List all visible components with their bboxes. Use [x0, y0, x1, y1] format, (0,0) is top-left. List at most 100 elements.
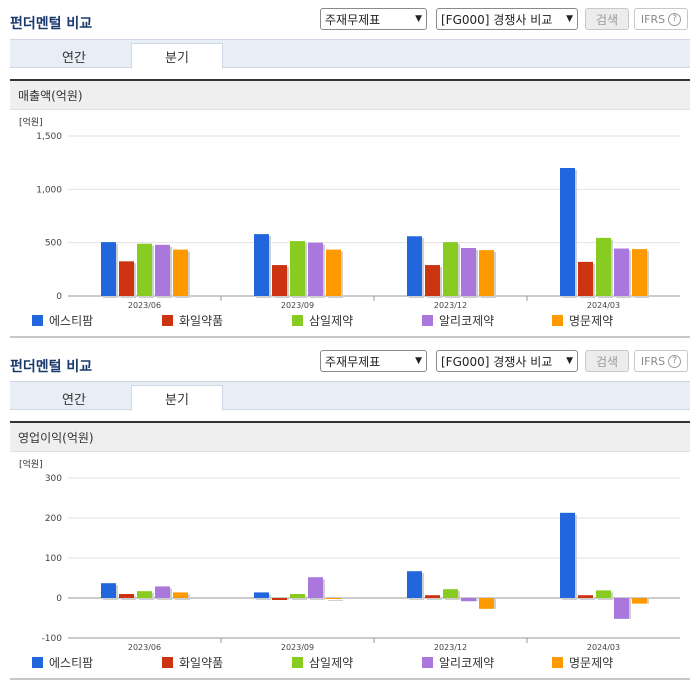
section-title: 펀더멘털 비교 [10, 16, 93, 32]
compare-group-select[interactable]: [FG000] 경쟁사 비교 ▼ [436, 350, 578, 372]
legend-label: 에스티팜 [49, 314, 94, 328]
bar-2023-06-s0 [101, 583, 116, 598]
bar-2023-09-s3 [308, 577, 323, 598]
period-tabs: 연간 분기 [10, 39, 690, 69]
bar-2023-06-s2 [137, 591, 152, 598]
y-tick-label: 0 [56, 594, 62, 604]
bar-2023-09-s2 [290, 594, 305, 598]
legend-swatch [422, 657, 433, 668]
statement-type-select[interactable]: 주재무제표 ▼ [320, 350, 427, 372]
help-icon: ? [668, 354, 682, 368]
y-tick-label: -100 [42, 634, 63, 644]
legend-label: 명문제약 [569, 656, 614, 670]
section-title: 펀더멘털 비교 [10, 359, 93, 375]
y-tick-label: 200 [45, 514, 62, 524]
tab-quarterly[interactable]: 분기 [131, 385, 223, 411]
operating-profit-chart-svg: [억원] -100 0 100 200 300 2023/06 2023/09 2023/12 2… [19, 458, 680, 652]
legend-item[interactable]: 명문제약 [552, 312, 613, 329]
bar-2023-06-s4 [173, 592, 188, 598]
legend-item[interactable]: 알리코제약 [422, 654, 494, 671]
chart-legend: 에스티팜 화일약품 삼일제약 알리코제약 명문제약 [10, 654, 690, 672]
compare-group-value: [FG000] 경쟁사 비교 [441, 12, 553, 27]
legend-item[interactable]: 에스티팜 [32, 654, 93, 671]
legend-swatch [32, 657, 43, 668]
operating-profit-chart: [억원] -100 0 100 200 300 2023/06 2023/09 2023/12 2… [10, 454, 690, 652]
chart-legend: 에스티팜 화일약품 삼일제약 알리코제약 명문제약 [10, 312, 690, 330]
ifrs-label: IFRS [640, 354, 666, 368]
bar-2023-09-s2 [290, 241, 305, 296]
legend-swatch [162, 657, 173, 668]
y-unit-label: [억원] [19, 458, 43, 470]
revenue-chart-svg: [억원] 0 500 1,000 1,500 2023/06 2023/09 2023/12 2… [19, 116, 680, 310]
bar-2023-06-s0 [101, 242, 116, 296]
bar-2023-06-s2 [137, 243, 152, 296]
bar-2024-03-s3 [614, 248, 629, 296]
x-tick-label: 2023/06 [128, 301, 161, 310]
search-button[interactable]: 검색 [585, 8, 629, 30]
legend-item[interactable]: 삼일제약 [292, 654, 353, 671]
chevron-down-icon: ▼ [415, 356, 422, 366]
x-tick-label: 2023/12 [434, 301, 467, 310]
bar-2023-06-s4 [173, 249, 188, 296]
bar-2023-12-s4 [479, 598, 494, 609]
ifrs-label: IFRS [640, 12, 666, 26]
revenue-chart: [억원] 0 500 1,000 1,500 2023/06 2023/09 2023/12 2… [10, 112, 690, 310]
bar-2024-03-s0 [560, 168, 575, 296]
compare-group-value: [FG000] 경쟁사 비교 [441, 354, 553, 369]
legend-label: 명문제약 [569, 314, 614, 328]
bar-2023-09-s3 [308, 242, 323, 296]
y-tick-label: 500 [45, 239, 62, 249]
legend-item[interactable]: 화일약품 [162, 654, 223, 671]
bar-2024-03-s1 [578, 261, 593, 296]
y-tick-label: 1,500 [36, 132, 62, 142]
ifrs-help-button[interactable]: IFRS ? [634, 350, 688, 372]
legend-swatch [292, 657, 303, 668]
legend-swatch [422, 315, 433, 326]
bar-2023-09-s4 [326, 249, 341, 296]
bar-2023-09-s0 [254, 592, 269, 598]
compare-group-select[interactable]: [FG000] 경쟁사 비교 ▼ [436, 8, 578, 30]
y-tick-label: 300 [45, 474, 62, 484]
bar-2023-09-s1 [272, 598, 287, 600]
x-tick-label: 2023/12 [434, 643, 467, 652]
legend-item[interactable]: 에스티팜 [32, 312, 93, 329]
legend-swatch [552, 657, 563, 668]
legend-item[interactable]: 알리코제약 [422, 312, 494, 329]
bar-2023-06-s3 [155, 244, 170, 296]
legend-label: 알리코제약 [439, 656, 495, 670]
y-unit-label: [억원] [19, 116, 43, 128]
bar-2024-03-s3 [614, 598, 629, 619]
y-tick-label: 100 [45, 554, 62, 564]
bar-shadow [580, 597, 595, 600]
ifrs-help-button[interactable]: IFRS ? [634, 8, 688, 30]
tab-annual[interactable]: 연간 [62, 392, 86, 408]
legend-swatch [292, 315, 303, 326]
tab-quarterly[interactable]: 분기 [131, 43, 223, 69]
bar-2023-12-s2 [443, 589, 458, 598]
bar-2024-03-s4 [632, 598, 647, 604]
x-tick-label: 2023/06 [128, 643, 161, 652]
legend-item[interactable]: 삼일제약 [292, 312, 353, 329]
statement-type-select[interactable]: 주재무제표 ▼ [320, 8, 427, 30]
legend-item[interactable]: 화일약품 [162, 312, 223, 329]
bar-2024-03-s1 [578, 595, 593, 598]
legend-label: 삼일제약 [309, 314, 354, 328]
statement-type-value: 주재무제표 [325, 354, 381, 369]
period-tabs: 연간 분기 [10, 381, 690, 411]
bar-2024-03-s4 [632, 249, 647, 296]
bar-2023-09-s1 [272, 265, 287, 296]
legend-label: 알리코제약 [439, 314, 495, 328]
bar-2023-09-s4 [326, 598, 341, 599]
y-tick-label: 1,000 [36, 185, 62, 195]
bar-2023-06-s1 [119, 594, 134, 598]
x-tick-label: 2024/03 [587, 301, 620, 310]
legend-item[interactable]: 명문제약 [552, 654, 613, 671]
bar-shadow [427, 597, 442, 600]
legend-swatch [552, 315, 563, 326]
search-button[interactable]: 검색 [585, 350, 629, 372]
tab-annual[interactable]: 연간 [62, 50, 86, 66]
chevron-down-icon: ▼ [566, 14, 573, 24]
bar-2023-09-s0 [254, 234, 269, 296]
y-tick-label: 0 [56, 292, 62, 302]
help-icon: ? [668, 12, 682, 26]
